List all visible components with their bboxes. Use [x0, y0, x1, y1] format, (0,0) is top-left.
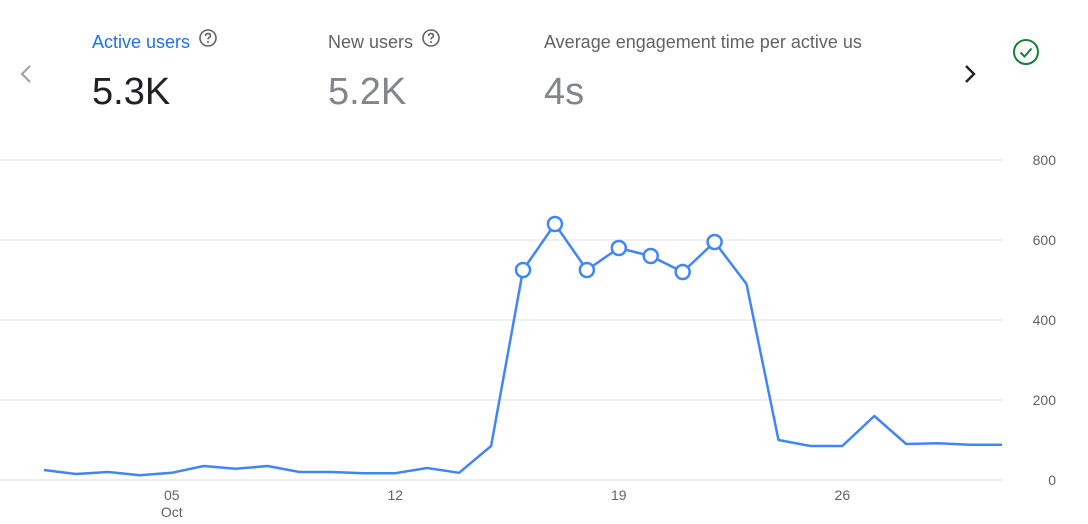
chevron-right-icon[interactable]: [958, 60, 982, 88]
data-point-marker: [514, 261, 532, 279]
metric-value: 4s: [544, 71, 585, 113]
metric-label: Average engagement time per active us: [544, 32, 862, 52]
y-tick-label: 200: [1033, 392, 1057, 408]
x-tick-label: 12: [387, 487, 403, 503]
metric-value: 5.2K: [328, 71, 407, 113]
data-point-marker: [578, 261, 596, 279]
series-markers: [514, 215, 723, 281]
data-point-marker: [610, 239, 628, 257]
data-point-marker: [706, 233, 723, 251]
help-circle-icon[interactable]: [198, 28, 218, 56]
y-tick-label: 600: [1033, 232, 1057, 248]
data-point-marker: [674, 263, 691, 281]
x-tick-label: 05: [164, 487, 180, 503]
help-circle-icon[interactable]: [421, 28, 441, 56]
metric-avg-engagement-time[interactable]: Average engagement time per active us 4s: [544, 28, 949, 116]
metric-label: New users: [328, 32, 414, 52]
y-tick-label: 800: [1033, 152, 1057, 168]
x-tick-sublabel: Oct: [161, 504, 183, 520]
y-tick-label: 0: [1048, 472, 1056, 488]
metric-value: 5.3K: [92, 71, 171, 113]
chart-gridlines: [0, 159, 1002, 481]
data-point-marker: [642, 247, 659, 265]
check-circle-icon[interactable]: [1012, 38, 1040, 71]
y-axis-ticks: 0 200 400 600 800: [1033, 152, 1057, 488]
y-tick-label: 400: [1033, 312, 1057, 328]
metric-label: Active users: [92, 32, 191, 52]
chevron-left-icon[interactable]: [16, 62, 36, 86]
x-tick-label: 19: [611, 487, 627, 503]
x-tick-label: 26: [835, 487, 851, 503]
series-line-active-users: [43, 222, 1002, 477]
metric-new-users[interactable]: New users 5.2K: [328, 28, 441, 116]
data-point-marker: [546, 215, 564, 233]
metric-active-users[interactable]: Active users 5.3K: [92, 28, 218, 116]
